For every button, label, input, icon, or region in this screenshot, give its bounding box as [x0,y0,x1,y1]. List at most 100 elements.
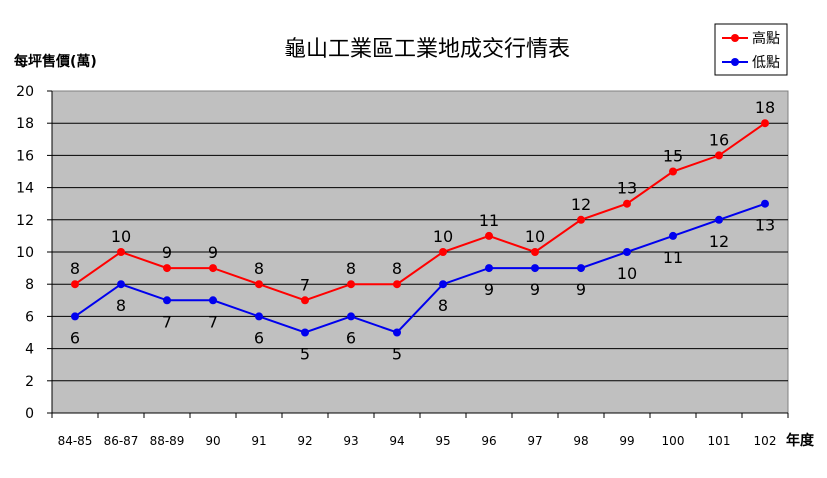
y-tick-label: 4 [25,342,34,358]
data-label: 9 [576,280,586,299]
data-label: 8 [254,259,264,278]
data-label: 10 [111,227,131,246]
data-label: 6 [346,328,356,347]
data-point [71,280,79,289]
data-label: 7 [300,275,310,294]
data-point [669,231,677,240]
x-tick-label: 84-85 [58,434,93,448]
data-label: 8 [346,259,356,278]
data-point [715,151,723,160]
data-point [393,328,401,337]
legend: 高點 低點 [714,23,788,76]
y-tick-label: 16 [16,148,34,164]
x-tick-label: 86-87 [104,434,139,448]
x-tick-label: 93 [343,434,358,448]
y-tick-label: 14 [16,181,34,197]
data-label: 10 [433,227,453,246]
data-point [393,280,401,289]
data-point [669,167,677,176]
y-tick-label: 2 [25,374,34,390]
x-tick-label: 98 [573,434,588,448]
data-point [485,231,493,240]
data-point [761,199,769,208]
data-label: 8 [116,296,126,315]
series-line-1 [74,202,766,334]
y-axis-label: 每坪售價(萬) [14,53,97,70]
gridlines [52,122,788,382]
data-label: 5 [300,345,310,364]
data-label: 10 [525,227,545,246]
legend-marker-high [731,34,739,42]
data-label: 9 [208,243,218,262]
x-tick-label: 100 [662,434,685,448]
data-label: 8 [438,296,448,315]
data-label: 8 [392,259,402,278]
data-point [255,280,263,289]
x-tick-label: 91 [251,434,266,448]
data-label: 10 [617,264,637,283]
data-label: 9 [530,280,540,299]
x-tick-label: 102 [754,434,777,448]
data-label: 16 [709,130,729,149]
x-tick-label: 88-89 [150,434,185,448]
data-point [163,296,171,305]
series-line-0 [74,122,766,302]
data-label: 12 [709,232,729,251]
data-point [623,248,631,256]
x-tick-label: 99 [619,434,634,448]
data-label: 12 [571,195,591,214]
data-label: 6 [70,328,80,347]
data-point [117,248,125,256]
data-point [301,296,309,305]
data-point [715,215,723,224]
data-point [439,248,447,256]
data-point [347,280,355,289]
data-point [761,119,769,128]
y-tick-label: 18 [16,116,34,132]
legend-box [714,23,788,76]
data-point [347,312,355,321]
x-axis-label: 年度 [786,432,815,449]
x-tick-label: 90 [205,434,220,448]
data-label: 18 [755,98,775,117]
legend-label-high: 高點 [752,30,780,47]
data-labels: 8 10 9 9 8 7 8 8 10 11 10 12 13 15 16 18 6 8 7 7 6 5 6 5 8 9 9 9 10 1… [70,98,775,363]
y-tick-label: 12 [16,213,34,229]
legend-marker-low [731,58,739,66]
data-point [209,296,217,305]
data-point [255,312,263,321]
legend-label-low: 低點 [752,55,780,71]
y-tick-label: 20 [16,84,34,100]
x-tick-label: 96 [481,434,496,448]
data-label: 9 [484,280,494,299]
y-tick-label: 10 [16,245,34,261]
data-point [577,264,585,273]
data-label: 9 [162,243,172,262]
x-tick-label: 92 [297,434,312,448]
data-point [623,199,631,208]
data-label: 7 [208,312,218,331]
axes: 0 2 4 6 8 10 12 14 16 18 20 84-85 86-87 88-89 90 91 92 93… [16,84,789,448]
data-label: 15 [663,147,683,166]
data-point [439,280,447,289]
y-tick-label: 6 [25,309,34,325]
data-point [531,248,539,256]
x-tick-label: 97 [527,434,542,448]
data-point [117,280,125,289]
x-tick-label: 95 [435,434,450,448]
chart-title: 龜山工業區工業地成交行情表 [284,37,570,62]
data-label: 13 [617,179,637,198]
x-tick-label: 94 [389,434,404,448]
data-label: 6 [254,328,264,347]
y-tick-label: 8 [25,277,34,293]
data-point [301,328,309,337]
data-label: 5 [392,345,402,364]
series-layer [71,119,769,337]
data-label: 8 [70,259,80,278]
data-point [163,264,171,273]
y-tick-label: 0 [25,406,34,422]
data-point [577,215,585,224]
data-label: 11 [663,248,683,267]
